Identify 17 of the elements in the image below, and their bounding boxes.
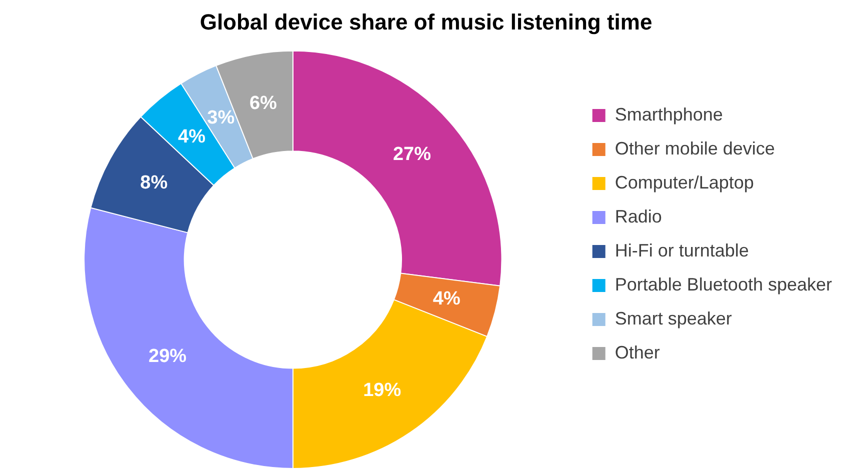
data-label: 27% [392,144,432,165]
legend-label: Computer/Laptop [614,172,754,192]
legend-label: Hi-Fi or turntable [614,240,749,260]
data-label: 6% [249,93,278,114]
data-label: 4% [432,288,460,310]
legend-label: Smart speaker [614,308,732,328]
legend-label: Other mobile device [614,138,775,158]
legend-label: Portable Bluetooth speaker [614,274,832,294]
data-label: 19% [363,380,402,402]
data-label: 4% [178,126,206,148]
legend-label: Radio [614,206,662,226]
chart-title: Global device share of music listening time [200,9,652,34]
legend-label: Smarthphone [614,104,723,124]
data-label: 3% [207,108,235,129]
data-label: 8% [140,172,168,194]
legend-label: Other [614,342,660,362]
data-label: 29% [148,346,187,368]
